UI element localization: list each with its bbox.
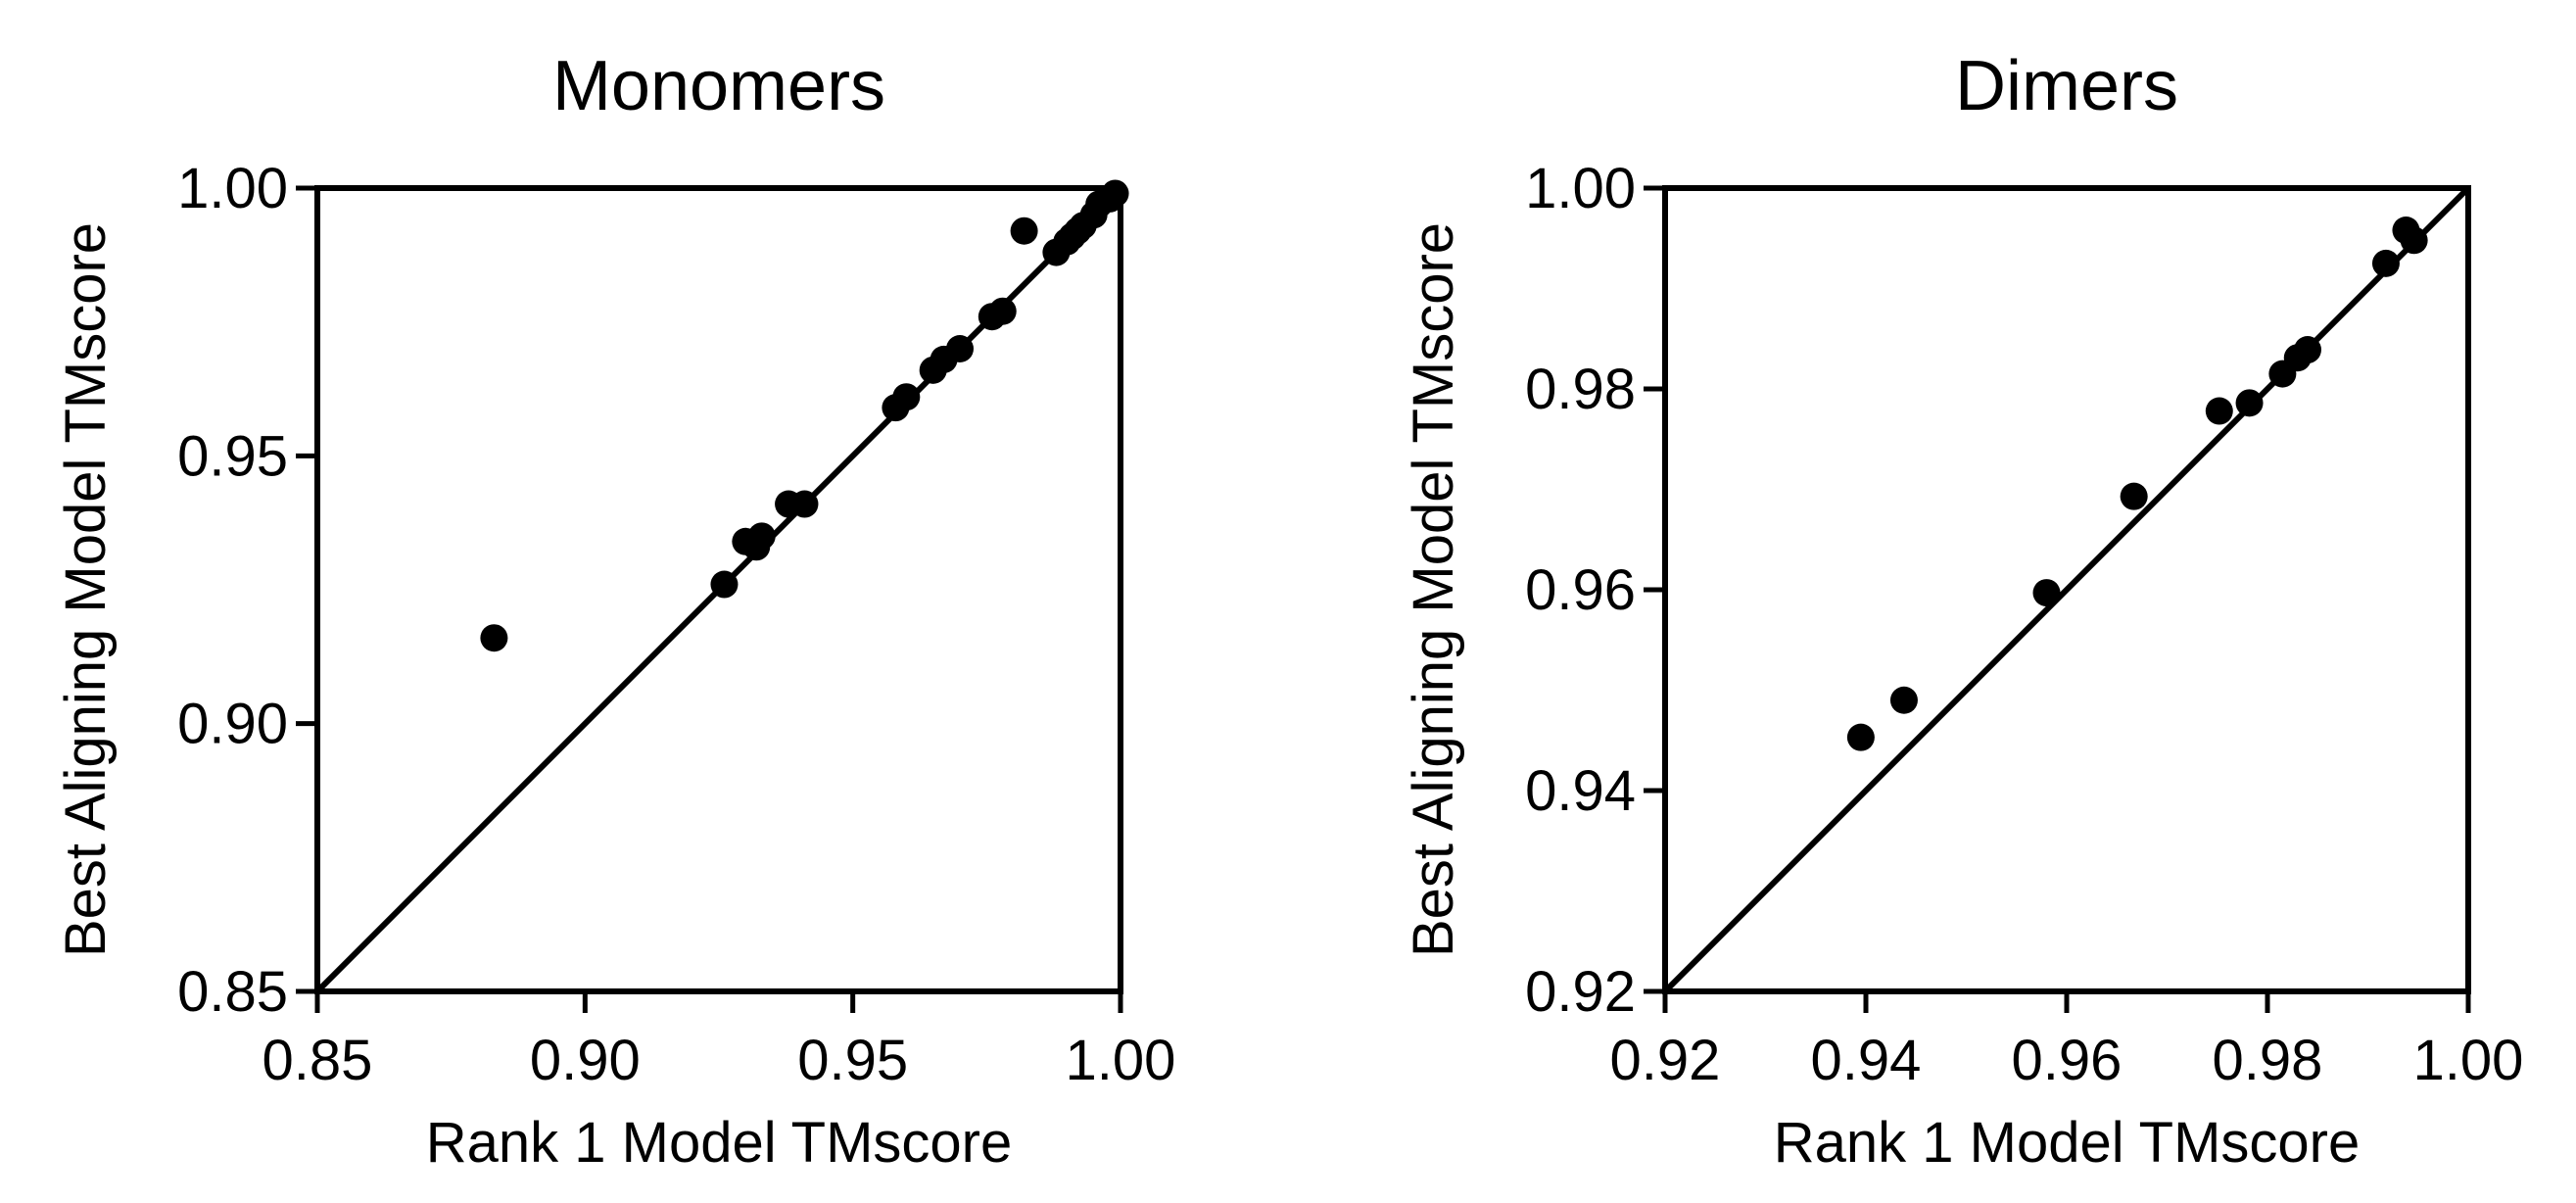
monomers-data-point (1101, 179, 1129, 208)
monomers-data-point (892, 383, 921, 411)
dimers-identity-line (1662, 185, 2471, 994)
monomers-data-point (710, 570, 739, 599)
dimers-data-point (1889, 686, 1918, 714)
dimers-x-tick-label: 0.96 (2012, 1029, 2123, 1092)
dimers-data-point (2235, 389, 2264, 417)
monomers-x-tick-label: 0.95 (797, 1029, 908, 1092)
monomers-y-tick-label: 0.85 (177, 960, 288, 1024)
monomers-panel: Monomers 0.85 0.90 0.95 1.00 0.85 0.90 0.95 1.00… (54, 47, 1175, 1175)
dimers-y-tick-label: 0.94 (1525, 759, 1636, 823)
dimers-data-point (2294, 336, 2321, 364)
dimers-y-tick-label: 0.98 (1525, 358, 1636, 421)
dimers-x-tick-label: 0.94 (1811, 1029, 1922, 1092)
dimers-x-tick-label: 1.00 (2413, 1029, 2524, 1092)
monomers-x-tick-label: 0.90 (530, 1029, 641, 1092)
monomers-y-tick-label: 1.00 (177, 157, 288, 220)
dimers-x-tick-label: 0.92 (1610, 1029, 1721, 1092)
dimers-y-tick-label: 0.96 (1525, 558, 1636, 622)
monomers-plot-frame (314, 185, 1123, 994)
monomers-y-tick-label: 0.90 (177, 693, 288, 756)
monomers-title: Monomers (552, 47, 885, 125)
monomers-data-point (988, 297, 1017, 325)
monomers-y-axis-label: Best Aligning Model TMscore (54, 222, 118, 957)
dimers-title: Dimers (1955, 47, 2178, 125)
monomers-data-point (1010, 217, 1038, 245)
dimers-panel: Dimers 0.92 0.94 0.96 0.98 1.00 0.92 0.94 0.96 0.… (1402, 47, 2523, 1175)
dimers-data-point (2120, 482, 2148, 510)
dimers-data-point (1846, 723, 1875, 751)
monomers-data-point (480, 624, 508, 652)
monomers-x-axis-label: Rank 1 Model TMscore (426, 1111, 1013, 1175)
dimers-y-axis-label: Best Aligning Model TMscore (1402, 222, 1465, 957)
dimers-data-point (2400, 226, 2428, 255)
dimers-data-point (2205, 397, 2233, 425)
dimers-x-tick-label: 0.98 (2213, 1029, 2323, 1092)
monomers-y-tick-label: 0.95 (177, 424, 288, 488)
monomers-data-point (946, 335, 974, 362)
dimers-y-tick-label: 1.00 (1525, 157, 1636, 220)
monomers-data-point (790, 490, 819, 518)
dimers-y-tick-label: 0.92 (1525, 960, 1636, 1024)
dimers-data-point (2032, 579, 2061, 607)
monomers-x-tick-label: 1.00 (1066, 1029, 1176, 1092)
dimers-data-point (2371, 249, 2400, 277)
monomers-data-point (742, 533, 771, 561)
monomers-x-tick-label: 0.85 (262, 1029, 373, 1092)
dimers-x-axis-label: Rank 1 Model TMscore (1774, 1111, 2361, 1175)
